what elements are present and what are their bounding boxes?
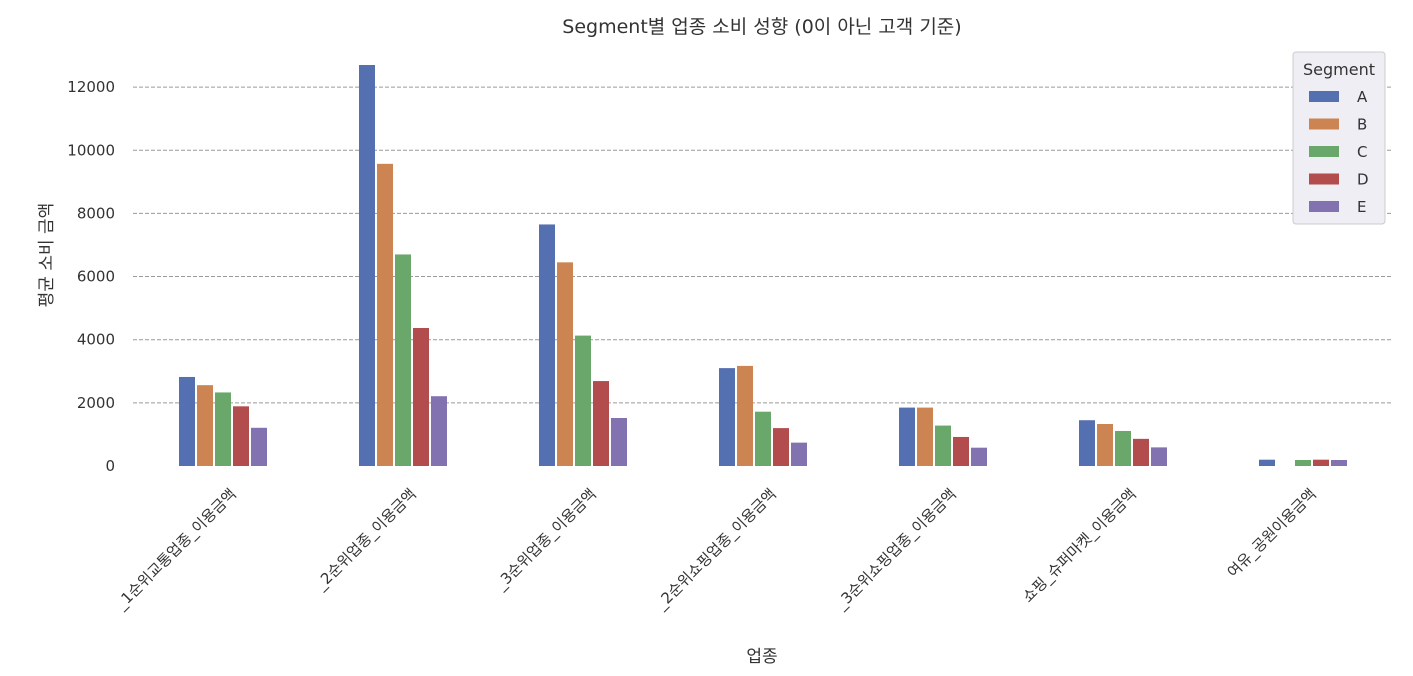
bar-D-5 bbox=[1133, 438, 1149, 466]
bar-C-5 bbox=[1115, 430, 1131, 466]
legend-swatch-A bbox=[1309, 91, 1339, 102]
bar-E-3 bbox=[791, 442, 807, 466]
bar-D-6 bbox=[1313, 459, 1329, 466]
y-tick-label: 2000 bbox=[77, 394, 115, 412]
bar-E-5 bbox=[1151, 447, 1167, 466]
bar-C-3 bbox=[755, 411, 771, 466]
x-tick-label: _2순위업종_이용금액 bbox=[311, 485, 421, 595]
bars bbox=[179, 65, 1347, 466]
bar-C-2 bbox=[575, 335, 591, 466]
bar-A-1 bbox=[359, 65, 375, 466]
x-tick-label: _3순위쇼핑업종_이용금액 bbox=[831, 485, 960, 614]
bar-A-4 bbox=[899, 407, 915, 466]
y-tick-label: 0 bbox=[105, 457, 115, 475]
bar-D-0 bbox=[233, 406, 249, 466]
x-tick-label: 쇼핑_슈퍼마켓_이용금액 bbox=[1019, 485, 1141, 607]
bar-B-3 bbox=[737, 365, 753, 466]
y-tick-label: 10000 bbox=[67, 141, 115, 159]
legend-label-D: D bbox=[1357, 171, 1369, 189]
bar-D-4 bbox=[953, 436, 969, 466]
bar-A-6 bbox=[1259, 459, 1275, 466]
bar-E-1 bbox=[431, 396, 447, 466]
bar-B-0 bbox=[197, 385, 213, 466]
x-tick-label: _1순위교통업종_이용금액 bbox=[111, 485, 240, 614]
legend-title: Segment bbox=[1303, 60, 1375, 79]
x-tick-label: 여유_공원이용금액 bbox=[1224, 485, 1321, 582]
legend-swatch-C bbox=[1309, 146, 1339, 157]
bar-E-6 bbox=[1331, 460, 1347, 466]
bar-D-2 bbox=[593, 381, 609, 466]
x-tick-labels: _1순위교통업종_이용금액 _2순위업종_이용금액 _3순위업종_이용금액 _2순위쇼… bbox=[111, 485, 1320, 614]
bar-E-0 bbox=[251, 427, 267, 466]
legend-swatch-B bbox=[1309, 118, 1339, 130]
y-tick-label: 8000 bbox=[77, 204, 115, 222]
y-axis-title: 평균 소비 금액 bbox=[37, 203, 57, 308]
x-axis-title: 업종 bbox=[746, 647, 777, 667]
bar-A-5 bbox=[1079, 420, 1095, 466]
bar-E-4 bbox=[971, 447, 987, 466]
bar-B-5 bbox=[1097, 424, 1113, 466]
bar-A-0 bbox=[179, 376, 195, 466]
bar-C-4 bbox=[935, 425, 951, 466]
chart-title: Segment별 업종 소비 성향 (0이 아닌 고객 기준) bbox=[562, 16, 961, 38]
bar-B-2 bbox=[557, 262, 573, 466]
x-tick-label: _2순위쇼핑업종_이용금액 bbox=[651, 485, 780, 614]
bar-C-1 bbox=[395, 254, 411, 466]
x-tick-label: _3순위업종_이용금액 bbox=[491, 485, 601, 595]
bar-B-1 bbox=[377, 163, 393, 466]
y-tick-labels: 0 2000 4000 6000 8000 10000 12000 bbox=[67, 78, 115, 475]
bar-D-1 bbox=[413, 328, 429, 466]
y-tick-label: 4000 bbox=[77, 331, 115, 349]
bar-C-0 bbox=[215, 392, 231, 466]
legend-swatch-E bbox=[1309, 201, 1339, 212]
legend-label-C: C bbox=[1357, 143, 1367, 161]
legend-label-A: A bbox=[1357, 88, 1368, 106]
bar-C-6 bbox=[1295, 460, 1311, 466]
gridlines bbox=[133, 86, 1393, 404]
legend-label-E: E bbox=[1357, 198, 1366, 216]
legend-label-B: B bbox=[1357, 116, 1367, 134]
bar-E-2 bbox=[611, 418, 627, 466]
bar-A-3 bbox=[719, 368, 735, 466]
bar-A-2 bbox=[539, 224, 555, 466]
bar-B-4 bbox=[917, 407, 933, 466]
y-tick-label: 6000 bbox=[77, 268, 115, 286]
bar-D-3 bbox=[773, 428, 789, 466]
legend-swatch-D bbox=[1309, 173, 1339, 185]
y-tick-label: 12000 bbox=[67, 78, 115, 96]
